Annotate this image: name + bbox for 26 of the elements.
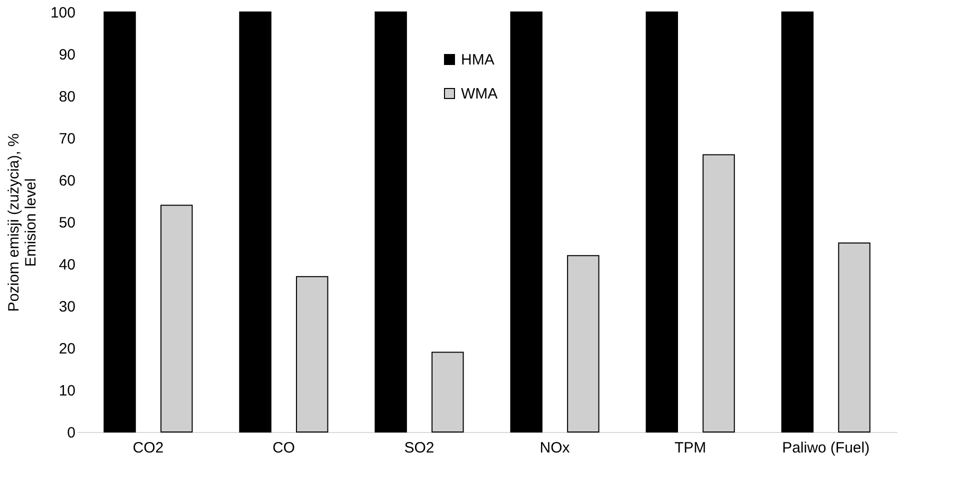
legend-label: WMA [461,86,498,102]
y-tick-label: 20 [58,340,76,358]
bar [646,12,678,432]
y-tick-label: 10 [58,382,76,400]
x-tick-label: NOx [540,440,570,456]
y-tick-label: 70 [58,130,76,148]
bar [781,12,814,432]
x-tick-label: CO [272,440,295,456]
x-tick-label: TPM [674,440,706,456]
y-tick-label: 100 [50,4,76,22]
bar [510,12,542,432]
y-tick-label: 80 [58,88,76,106]
y-tick-label: 60 [58,172,76,190]
y-axis-title: Poziom emisji (zużycia), % Emision level [5,133,40,312]
y-tick-label: 0 [67,424,76,442]
y-tick-label: 40 [58,256,76,274]
legend-label: HMA [461,52,494,68]
y-tick-label: 30 [58,298,76,316]
bar [374,12,407,432]
bar [239,12,272,432]
bar [104,12,136,432]
y-tick-label: 90 [58,46,76,64]
y-tick-label: 50 [58,214,76,232]
x-tick-label: CO2 [132,440,164,456]
x-tick-label: SO2 [404,440,434,456]
x-tick-label: Paliwo (Fuel) [782,440,870,456]
